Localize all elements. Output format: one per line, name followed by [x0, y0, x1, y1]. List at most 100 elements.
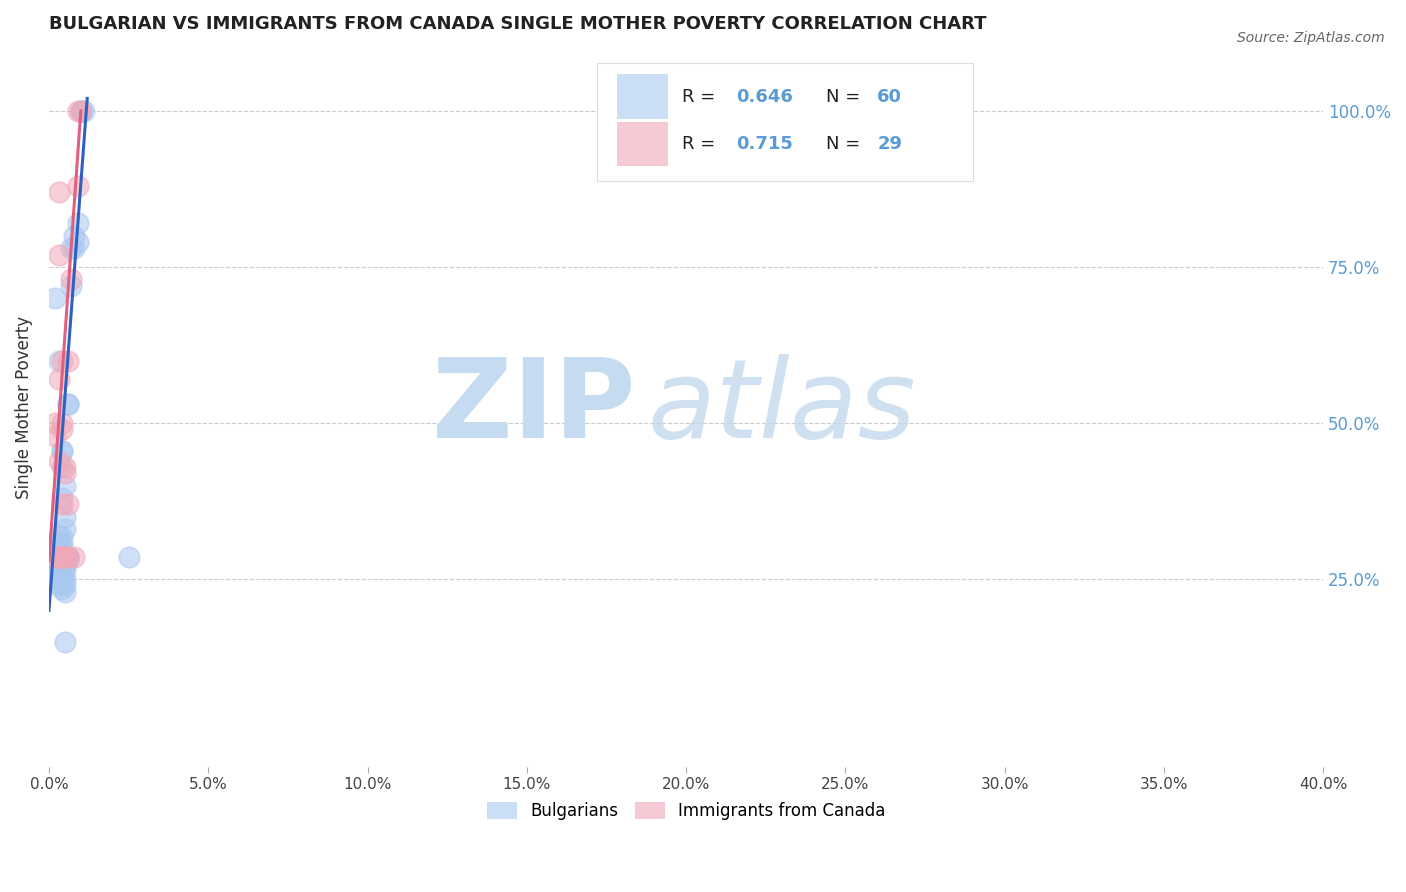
Point [51, 528, 73, 542]
Text: 29: 29 [877, 135, 903, 153]
Point [51, 541, 73, 555]
Text: BULGARIAN VS IMMIGRANTS FROM CANADA SINGLE MOTHER POVERTY CORRELATION CHART: BULGARIAN VS IMMIGRANTS FROM CANADA SING… [49, 15, 987, 33]
Text: 0.646: 0.646 [735, 87, 793, 105]
Point [53, 478, 76, 492]
Point [44, 428, 66, 442]
Point [66, 235, 89, 249]
Point [48, 563, 70, 577]
Point [48, 559, 70, 574]
Point [48, 550, 70, 565]
Point [60, 272, 83, 286]
Point [53, 572, 76, 586]
Point [51, 557, 73, 571]
Point [51, 353, 73, 368]
Point [48, 563, 70, 577]
Point [53, 557, 76, 571]
Point [51, 575, 73, 590]
Point [48, 572, 70, 586]
Point [44, 416, 66, 430]
Point [53, 550, 76, 565]
Point [60, 278, 83, 293]
Point [48, 578, 70, 592]
Point [48, 550, 70, 565]
Point [51, 497, 73, 511]
Text: 60: 60 [877, 87, 903, 105]
Point [53, 584, 76, 599]
Point [51, 550, 73, 565]
Point [48, 550, 70, 565]
Point [51, 550, 73, 565]
Point [56, 397, 79, 411]
Point [48, 372, 70, 386]
Point [53, 557, 76, 571]
Text: ZIP: ZIP [432, 354, 636, 461]
Text: N =: N = [827, 87, 866, 105]
Point [51, 553, 73, 567]
Point [51, 550, 73, 565]
Point [66, 216, 89, 230]
Point [66, 103, 89, 118]
Point [48, 453, 70, 467]
Point [53, 522, 76, 536]
Point [53, 459, 76, 474]
Point [53, 509, 76, 524]
Point [53, 578, 76, 592]
Point [63, 228, 86, 243]
Point [53, 563, 76, 577]
FancyBboxPatch shape [598, 62, 973, 181]
Point [51, 569, 73, 583]
Point [48, 528, 70, 542]
Point [48, 566, 70, 580]
Legend: Bulgarians, Immigrants from Canada: Bulgarians, Immigrants from Canada [479, 795, 891, 827]
Point [51, 559, 73, 574]
Point [53, 634, 76, 648]
Point [117, 550, 139, 565]
Point [56, 497, 79, 511]
Point [51, 566, 73, 580]
Point [69, 103, 91, 118]
Point [66, 178, 89, 193]
Text: Source: ZipAtlas.com: Source: ZipAtlas.com [1237, 31, 1385, 45]
Point [51, 459, 73, 474]
Text: R =: R = [682, 135, 721, 153]
FancyBboxPatch shape [617, 121, 668, 166]
Point [60, 241, 83, 255]
Point [73, 103, 96, 118]
FancyBboxPatch shape [617, 74, 668, 119]
Point [48, 550, 70, 565]
Point [51, 582, 73, 596]
Point [48, 185, 70, 199]
Point [48, 553, 70, 567]
Point [44, 291, 66, 305]
Point [51, 444, 73, 458]
Point [51, 491, 73, 505]
Point [63, 241, 86, 255]
Point [44, 534, 66, 549]
Point [48, 247, 70, 261]
Point [69, 103, 91, 118]
Point [51, 563, 73, 577]
Point [48, 550, 70, 565]
Point [51, 534, 73, 549]
Point [56, 550, 79, 565]
Point [53, 466, 76, 480]
Point [69, 103, 91, 118]
Point [48, 550, 70, 565]
Point [63, 550, 86, 565]
Point [41, 550, 63, 565]
Point [51, 422, 73, 436]
Text: N =: N = [827, 135, 866, 153]
Point [53, 550, 76, 565]
Point [56, 550, 79, 565]
Point [41, 550, 63, 565]
Point [53, 550, 76, 565]
Point [48, 353, 70, 368]
Point [56, 550, 79, 565]
Text: 0.715: 0.715 [735, 135, 793, 153]
Point [56, 353, 79, 368]
Point [56, 553, 79, 567]
Point [51, 444, 73, 458]
Point [48, 541, 70, 555]
Text: atlas: atlas [648, 354, 917, 461]
Point [51, 563, 73, 577]
